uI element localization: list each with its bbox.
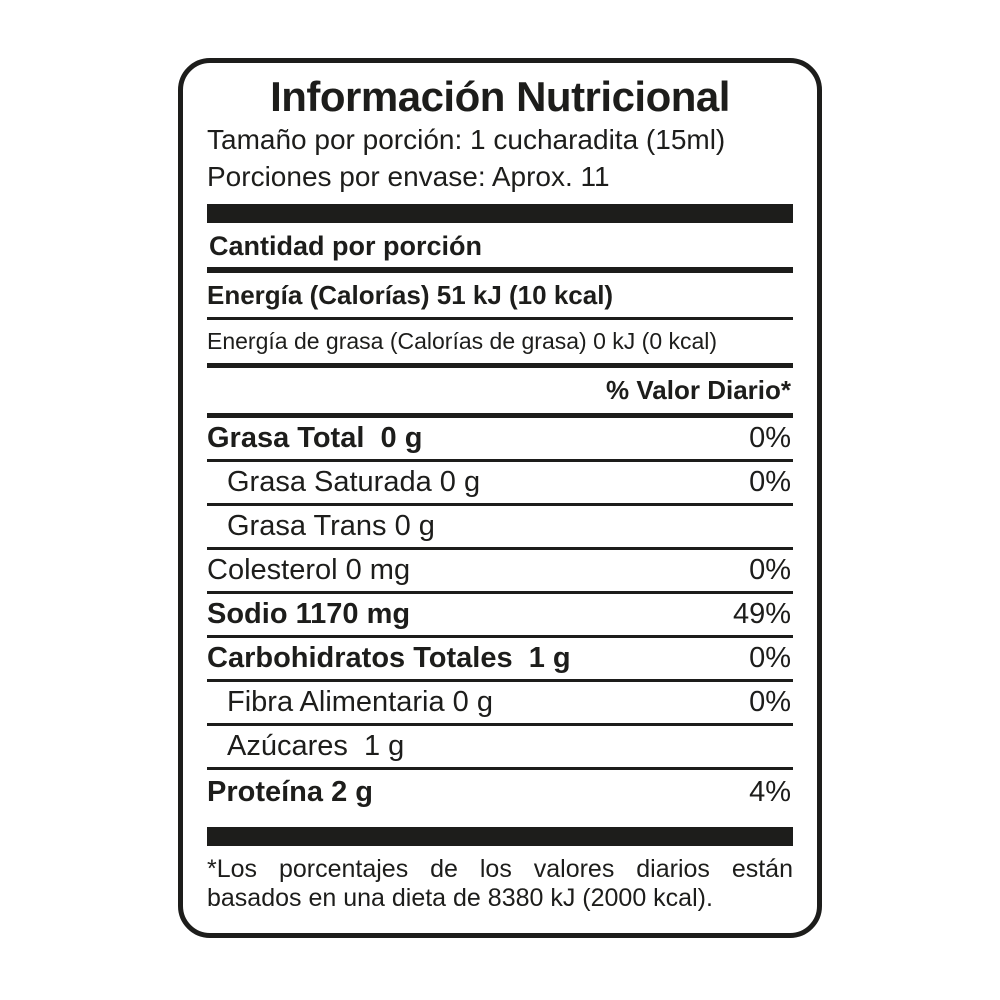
nutrient-percent: 0% [749, 642, 791, 675]
footnote-line-1: *Los porcentajes de los valores diarios … [207, 855, 793, 884]
daily-value-header: % Valor Diario* [207, 368, 793, 419]
nutrient-row-total-fat: Grasa Total 0 g 0% [207, 418, 793, 463]
serving-size: Tamaño por porción: 1 cucharadita (15ml) [207, 124, 726, 156]
footnote: *Los porcentajes de los valores diarios … [207, 855, 793, 913]
nutrient-percent: 0% [749, 466, 791, 499]
nutrient-name: Carbohidratos Totales 1 g [207, 642, 571, 675]
nutrient-name: Grasa Trans 0 g [227, 510, 435, 543]
nutrient-percent: 0% [749, 686, 791, 719]
nutrient-row-cholesterol: Colesterol 0 mg 0% [207, 550, 793, 595]
nutrient-percent: 0% [749, 554, 791, 587]
nutrient-table: Grasa Total 0 g 0% Grasa Saturada 0 g 0%… [207, 418, 793, 814]
energy-from-fat-row: Energía de grasa (Calorías de grasa) 0 k… [207, 320, 793, 369]
nutrient-name: Azúcares 1 g [227, 730, 405, 763]
nutrient-name: Grasa Saturada 0 g [227, 466, 481, 499]
nutrient-percent: 4% [749, 775, 791, 808]
footnote-line-2: basados en una dieta de 8380 kJ (2000 kc… [207, 883, 713, 912]
nutrient-row-saturated-fat: Grasa Saturada 0 g 0% [207, 462, 793, 507]
nutrient-name: Grasa Total 0 g [207, 422, 423, 455]
nutrient-row-trans-fat: Grasa Trans 0 g [207, 506, 793, 551]
nutrient-row-sugars: Azúcares 1 g [207, 726, 793, 771]
nutrient-row-protein: Proteína 2 g 4% [207, 770, 793, 814]
label-title: Información Nutricional [270, 73, 730, 120]
nutrient-name: Fibra Alimentaria 0 g [227, 686, 493, 719]
separator-bar-top [207, 204, 793, 224]
nutrition-label: Información Nutricional Tamaño por porci… [178, 58, 822, 938]
nutrient-percent: 0% [749, 422, 791, 455]
nutrient-row-sodium: Sodio 1170 mg 49% [207, 594, 793, 639]
energy-row: Energía (Calorías) 51 kJ (10 kcal) [207, 273, 793, 321]
nutrient-name: Proteína 2 g [207, 775, 373, 808]
amount-per-serving-header: Cantidad por porción [207, 223, 793, 274]
servings-per-container: Porciones por envase: Aprox. 11 [207, 161, 610, 193]
nutrient-percent: 49% [732, 598, 791, 631]
nutrient-row-total-carbohydrate: Carbohidratos Totales 1 g 0% [207, 638, 793, 683]
nutrient-name: Colesterol 0 mg [207, 554, 411, 587]
separator-bar-bottom [207, 827, 793, 847]
nutrient-row-dietary-fiber: Fibra Alimentaria 0 g 0% [207, 682, 793, 727]
nutrient-name: Sodio 1170 mg [207, 598, 411, 631]
